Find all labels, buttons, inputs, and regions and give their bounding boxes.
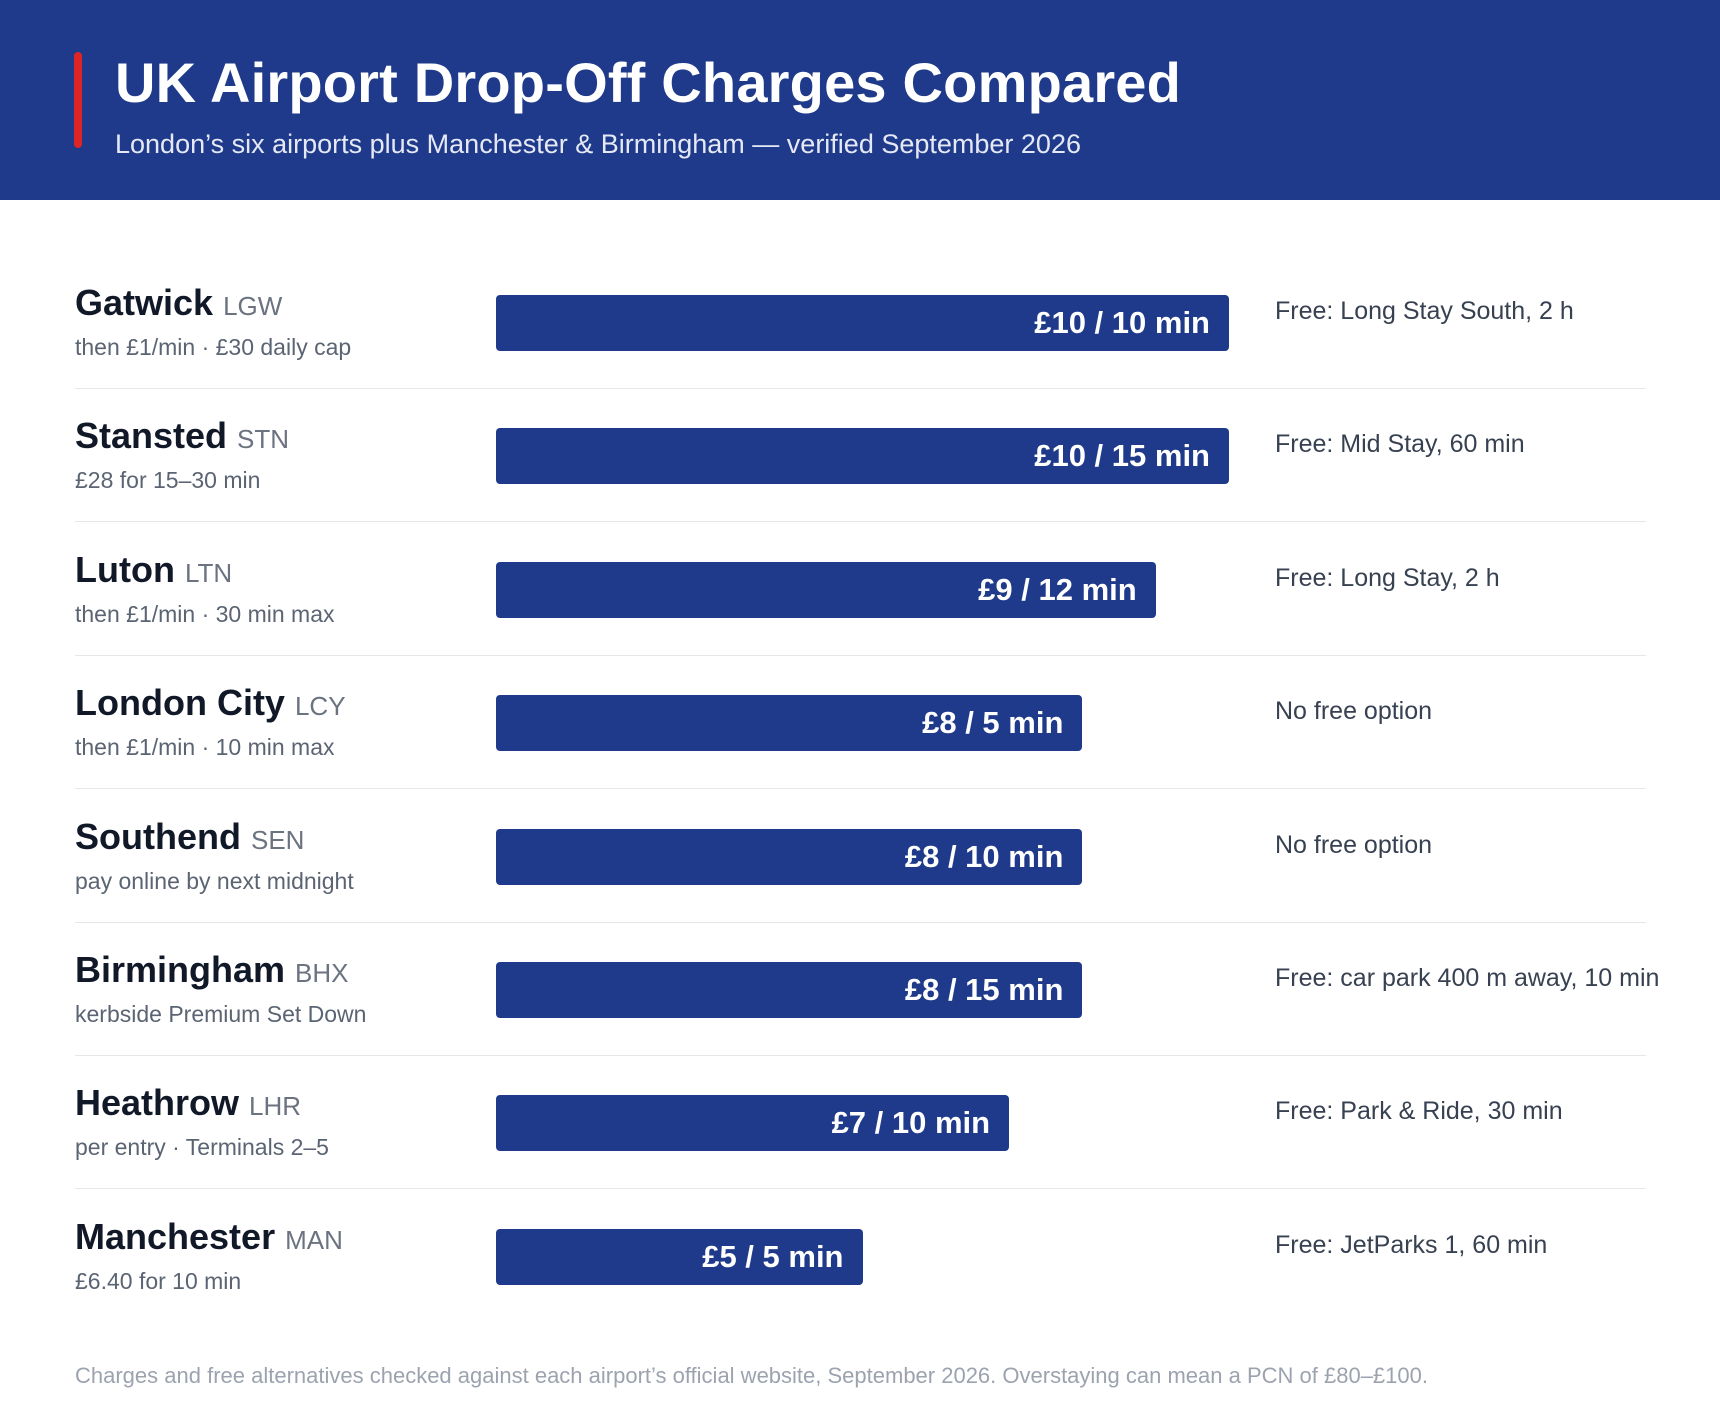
- chart-row: Southend SEN pay online by next midnight £8…: [0, 816, 1720, 949]
- charge-bar: £8 / 5 min: [496, 695, 1083, 752]
- airport-name-label: Gatwick: [75, 282, 214, 323]
- airport-code: STN: [237, 424, 290, 455]
- charge-bar: £9 / 12 min: [496, 561, 1156, 618]
- airport-code: MAN: [285, 1224, 343, 1255]
- airport-name: Luton LTN: [75, 549, 232, 591]
- airport-code: LGW: [223, 291, 283, 321]
- row-divider: [75, 921, 1646, 923]
- airport-name-label: London City: [75, 682, 285, 724]
- airport-note: £28 for 15–30 min: [75, 467, 261, 494]
- airport-name-label: Luton: [75, 548, 175, 590]
- free-option-text: Free: Long Stay South, 2 h: [1275, 297, 1574, 325]
- free-option-text: Free: car park 400 m away, 10 min: [1275, 964, 1660, 992]
- airport-name-label: Stansted: [75, 415, 228, 457]
- chart-row: Luton LTN then £1/min · 30 min max £9 / 12 …: [0, 549, 1720, 682]
- free-option-text: Free: Long Stay, 2 h: [1275, 563, 1500, 592]
- charge-bar-label: £8 / 10 min: [904, 838, 1064, 874]
- chart-row: Heathrow LHR per entry · Terminals 2–5 £7 /…: [0, 1082, 1720, 1215]
- row-divider: [75, 1055, 1646, 1056]
- charge-bar-label: £7 / 10 min: [831, 1105, 991, 1141]
- airport-code: BHX: [295, 958, 349, 988]
- charge-bar-label: £9 / 12 min: [978, 571, 1137, 607]
- airport-name-label: Birmingham: [75, 949, 286, 990]
- row-divider: [75, 788, 1646, 790]
- chart-row: London City LCY then £1/min · 10 min max £8…: [0, 682, 1720, 815]
- airport-name: Southend SEN: [75, 816, 304, 858]
- charge-bar: £8 / 15 min: [496, 962, 1083, 1018]
- airport-name: Stansted STN: [75, 415, 289, 457]
- charge-bar-label: £8 / 5 min: [922, 705, 1064, 741]
- airport-name-label: Manchester: [75, 1215, 276, 1257]
- airport-note: £6.40 for 10 min: [75, 1267, 242, 1294]
- airport-note: pay online by next midnight: [75, 867, 354, 894]
- airport-note: per entry · Terminals 2–5: [75, 1134, 329, 1161]
- airport-name-label: Heathrow: [75, 1082, 240, 1124]
- free-option-text: No free option: [1275, 697, 1433, 726]
- charge-bar-label: £8 / 15 min: [904, 972, 1064, 1007]
- airport-note: then £1/min · 10 min max: [75, 734, 335, 761]
- charge-bar-label: £10 / 15 min: [1034, 438, 1210, 474]
- airport-code: LHR: [249, 1091, 302, 1122]
- charge-bar: £10 / 15 min: [496, 428, 1229, 485]
- row-divider: [75, 654, 1646, 656]
- free-option-text: Free: JetParks 1, 60 min: [1275, 1230, 1548, 1259]
- row-divider: [75, 388, 1646, 389]
- airport-note: kerbside Premium Set Down: [75, 1001, 367, 1027]
- row-divider: [75, 521, 1646, 523]
- row-divider: [75, 1188, 1646, 1190]
- charge-bar: £10 / 10 min: [496, 295, 1229, 351]
- airport-name: Birmingham BHX: [75, 949, 349, 991]
- charge-bar: £7 / 10 min: [496, 1095, 1010, 1152]
- chart-row: Stansted STN £28 for 15–30 min £10 / 15 min…: [0, 415, 1720, 548]
- airport-name: London City LCY: [75, 682, 346, 724]
- charge-bar: £5 / 5 min: [496, 1228, 863, 1285]
- airport-code: LTN: [184, 557, 233, 588]
- airport-name-label: Southend: [75, 815, 241, 857]
- free-option-text: No free option: [1275, 830, 1433, 859]
- charge-bar: £8 / 10 min: [496, 828, 1083, 885]
- airport-note: then £1/min · £30 daily cap: [75, 334, 352, 360]
- airport-name: Gatwick LGW: [75, 282, 282, 324]
- chart-row: Birmingham BHX kerbside Premium Set Down £8…: [0, 949, 1720, 1082]
- free-option-text: Free: Mid Stay, 60 min: [1275, 430, 1525, 459]
- charge-bar-label: £10 / 10 min: [1034, 305, 1210, 340]
- chart-row: Manchester MAN £6.40 for 10 min £5 / 5 min F…: [0, 1216, 1720, 1349]
- chart-row: Gatwick LGW then £1/min · £30 daily cap £10…: [0, 282, 1720, 415]
- airport-name: Manchester MAN: [75, 1216, 343, 1258]
- header-banner: UK Airport Drop-Off Charges Compared Lon…: [0, 0, 1720, 200]
- page-title: UK Airport Drop-Off Charges Compared: [115, 51, 1182, 114]
- airport-name: Heathrow LHR: [75, 1082, 301, 1124]
- footnote: Charges and free alternatives checked ag…: [75, 1363, 1428, 1388]
- airport-code: LCY: [294, 691, 346, 722]
- page-subtitle: London’s six airports plus Manchester & …: [115, 129, 1081, 159]
- free-option-text: Free: Park & Ride, 30 min: [1275, 1097, 1563, 1126]
- charge-bar-label: £5 / 5 min: [702, 1238, 844, 1274]
- title-accent-bar: [74, 52, 82, 148]
- airport-note: then £1/min · 30 min max: [75, 600, 335, 627]
- airport-code: SEN: [250, 824, 305, 855]
